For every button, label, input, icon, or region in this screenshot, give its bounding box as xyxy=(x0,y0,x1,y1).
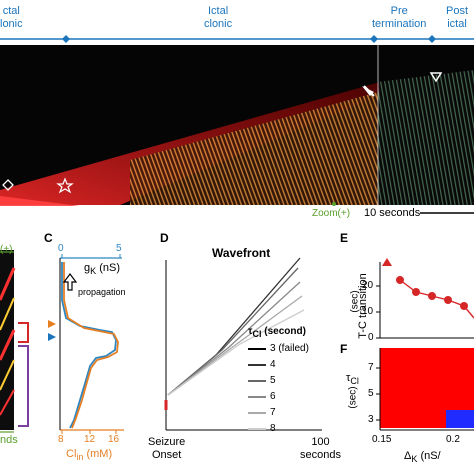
star-marker-icon xyxy=(56,177,74,194)
orange-marker-icon xyxy=(48,320,56,328)
bracket-purple xyxy=(18,345,29,427)
panel-f-yunit: (sec) xyxy=(347,386,359,409)
e-ytick-20: 20 xyxy=(362,280,374,291)
gk-tick-0: 0 xyxy=(58,243,64,254)
phase-label-clonic: Ictal clonic xyxy=(204,5,233,30)
zoom-dot-icon xyxy=(332,202,336,206)
panel-e-yunit: (sec) xyxy=(349,290,361,313)
failed-marker-icon xyxy=(382,258,392,266)
panel-d-plot xyxy=(164,257,322,431)
legend-item-7: 7 xyxy=(270,407,276,418)
phase-marker-icon xyxy=(370,35,378,43)
f-ytick-5: 5 xyxy=(368,388,374,399)
bracket-red xyxy=(18,322,29,343)
scale-bar-label: 10 seconds xyxy=(364,207,421,219)
panel-letter-f: F xyxy=(340,342,348,356)
phase-marker-icon xyxy=(62,35,70,43)
gk-tick-5: 5 xyxy=(116,243,122,254)
f-ytick-7: 7 xyxy=(368,362,374,373)
panel-b-zoom-fragment: (+) xyxy=(0,244,13,255)
legend-item-3: 3 (failed) xyxy=(270,343,309,354)
triangle-marker-icon xyxy=(429,72,443,83)
phase-label-postictal: Post ictal xyxy=(446,5,469,30)
x-right-label: 100 seconds xyxy=(300,436,341,461)
seizure-onset-label: Seizure Onset xyxy=(148,436,186,461)
f-ytick-3: 3 xyxy=(368,414,374,425)
phase-label-pretermination: Pre termination xyxy=(372,5,427,30)
phase-timeline xyxy=(0,35,474,43)
panel-c-plot xyxy=(48,254,124,434)
panel-b-xlabel-fragment: nds xyxy=(0,434,18,446)
e-ytick-0: 0 xyxy=(368,332,374,343)
cl-axis-label: Clin (mM) xyxy=(66,448,113,463)
propagation-label: propagation xyxy=(78,287,126,297)
panel-f-ylabel: τCl xyxy=(346,372,359,387)
legend-title: τCl (second) xyxy=(248,326,306,339)
propagation-arrow-icon xyxy=(62,273,78,291)
panel-letter-c: C xyxy=(44,231,53,245)
cl-tick-12: 12 xyxy=(84,434,96,445)
legend-item-4: 4 xyxy=(270,359,276,370)
diamond-marker-icon xyxy=(2,179,14,191)
blue-marker-icon xyxy=(48,333,56,341)
panel-f-xlabel: ΔK (nS/ xyxy=(404,450,441,465)
cl-tick-8: 8 xyxy=(58,434,64,445)
legend-item-5: 5 xyxy=(270,375,276,386)
phase-marker-icon xyxy=(428,35,436,43)
panel-e-plot xyxy=(376,258,474,339)
f-xtick-02: 0.2 xyxy=(446,434,460,445)
panel-letter-d: D xyxy=(160,231,169,245)
legend-item-8: 8 xyxy=(270,423,276,434)
zoom-label: Zoom(+) xyxy=(312,208,351,219)
panel-d-title: Wavefront xyxy=(212,246,271,260)
e-ytick-10: 10 xyxy=(362,306,374,317)
gk-axis-label: gK (nS) xyxy=(84,262,120,277)
cl-tick-16: 16 xyxy=(108,434,120,445)
legend-item-6: 6 xyxy=(270,391,276,402)
panel-letter-e: E xyxy=(340,231,349,245)
raster-heatmap xyxy=(0,45,474,206)
panel-f-heatmap xyxy=(376,348,474,431)
panel-b-raster xyxy=(0,250,16,433)
phase-label-tonic: ctal lonic xyxy=(0,5,23,30)
f-xtick-015: 0.15 xyxy=(372,434,392,445)
